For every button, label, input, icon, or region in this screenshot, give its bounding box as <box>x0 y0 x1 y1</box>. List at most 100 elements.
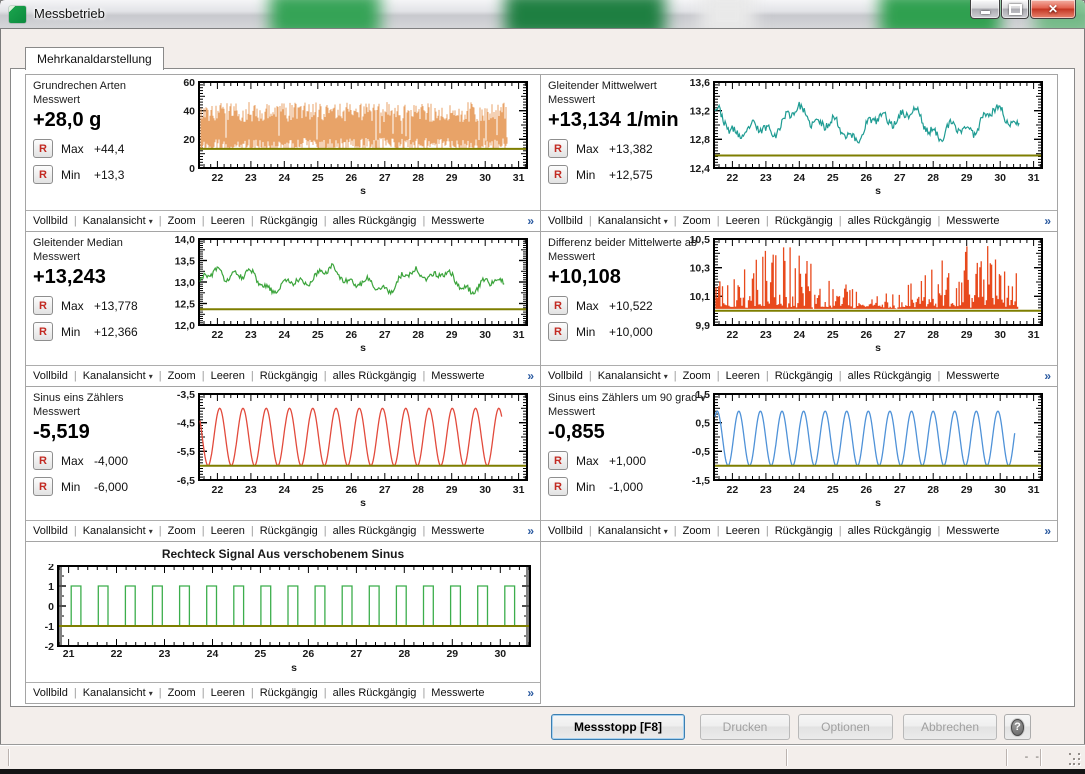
reset-min-button[interactable]: R <box>33 477 53 496</box>
toolbar-leeren[interactable]: Leeren <box>210 215 245 227</box>
toolbar-rueckgaengig[interactable]: Rückgängig <box>774 370 833 382</box>
toolbar-alles-rueckgaengig[interactable]: alles Rückgängig <box>847 215 932 227</box>
toolbar-alles-rueckgaengig[interactable]: alles Rückgängig <box>847 525 932 537</box>
signal-chart[interactable]: 22 23 24 25 26 27 28 29 30 31 -1,5 -0,5 0,5 1,5 s <box>682 390 1050 520</box>
toolbar-leeren[interactable]: Leeren <box>725 525 760 537</box>
toolbar-kanalansicht[interactable]: Kanalansicht ▾ <box>82 525 153 537</box>
signal-chart[interactable]: 22 23 24 25 26 27 28 29 30 31 0 20 40 60 s <box>167 78 535 208</box>
toolbar-messwerte[interactable]: Messwerte <box>431 687 485 699</box>
toolbar-vollbild[interactable]: Vollbild <box>33 370 68 382</box>
svg-text:12,4: 12,4 <box>690 163 711 175</box>
toolbar-messwerte[interactable]: Messwerte <box>946 370 1000 382</box>
toolbar-messwerte[interactable]: Messwerte <box>431 215 485 227</box>
toolbar-alles-rueckgaengig[interactable]: alles Rückgängig <box>332 525 417 537</box>
drucken-button[interactable]: Drucken <box>700 714 790 740</box>
toolbar-overflow-chevron[interactable]: » <box>527 214 534 228</box>
resize-grip-icon[interactable] <box>1069 753 1081 765</box>
toolbar-rueckgaengig[interactable]: Rückgängig <box>259 370 318 382</box>
toolbar-zoom[interactable]: Zoom <box>682 525 711 537</box>
toolbar-vollbild[interactable]: Vollbild <box>33 525 68 537</box>
toolbar-zoom[interactable]: Zoom <box>167 215 196 227</box>
toolbar-vollbild[interactable]: Vollbild <box>33 687 68 699</box>
toolbar-kanalansicht[interactable]: Kanalansicht ▾ <box>82 370 153 382</box>
svg-text:22: 22 <box>727 484 739 496</box>
reset-min-button[interactable]: R <box>548 477 568 496</box>
toolbar-rueckgaengig[interactable]: Rückgängig <box>259 687 318 699</box>
max-row: R Max +1,000 <box>548 451 713 470</box>
toolbar-zoom[interactable]: Zoom <box>167 525 196 537</box>
tab-mehrkanaldarstellung[interactable]: Mehrkanaldarstellung <box>25 47 164 70</box>
reset-min-button[interactable]: R <box>33 322 53 341</box>
toolbar-rueckgaengig[interactable]: Rückgängig <box>259 525 318 537</box>
toolbar-kanalansicht[interactable]: Kanalansicht ▾ <box>597 525 668 537</box>
reset-max-button[interactable]: R <box>33 139 53 158</box>
optionen-button[interactable]: Optionen <box>798 714 893 740</box>
reset-max-button[interactable]: R <box>548 296 568 315</box>
toolbar-rueckgaengig[interactable]: Rückgängig <box>774 525 833 537</box>
signal-chart[interactable]: 22 23 24 25 26 27 28 29 30 31 9,9 10,1 10,3 10,5 s <box>682 235 1050 365</box>
toolbar-messwerte[interactable]: Messwerte <box>946 215 1000 227</box>
toolbar-overflow-chevron[interactable]: » <box>527 524 534 538</box>
toolbar-separator: | <box>422 370 426 382</box>
signal-chart[interactable]: 22 23 24 25 26 27 28 29 30 31 12,0 12,5 13,0 13,5 14,0… <box>167 235 535 365</box>
signal-chart-rechteck[interactable]: 21 22 23 24 25 26 27 28 29 30 -2 -1 0 1 2 s <box>30 564 536 682</box>
toolbar-alles-rueckgaengig[interactable]: alles Rückgängig <box>847 370 932 382</box>
toolbar-overflow-chevron[interactable]: » <box>1044 214 1051 228</box>
toolbar-zoom[interactable]: Zoom <box>682 370 711 382</box>
reset-min-button[interactable]: R <box>548 165 568 184</box>
toolbar-overflow-chevron[interactable]: » <box>527 686 534 700</box>
close-button[interactable]: ✕ <box>1030 0 1076 19</box>
toolbar-alles-rueckgaengig[interactable]: alles Rückgängig <box>332 370 417 382</box>
toolbar-vollbild[interactable]: Vollbild <box>33 215 68 227</box>
signal-chart[interactable]: 22 23 24 25 26 27 28 29 30 31 12,4 12,8 13,2 13,6 s <box>682 78 1050 208</box>
messstopp-button[interactable]: Messstopp [F8] <box>551 714 685 740</box>
toolbar-alles-rueckgaengig[interactable]: alles Rückgängig <box>332 687 417 699</box>
measurement-panel: Sinus eins Zählers Messwert -5,519 R Max… <box>25 386 541 542</box>
reset-max-button[interactable]: R <box>548 451 568 470</box>
toolbar-kanalansicht[interactable]: Kanalansicht ▾ <box>597 370 668 382</box>
toolbar-kanalansicht[interactable]: Kanalansicht ▾ <box>82 687 153 699</box>
toolbar-leeren[interactable]: Leeren <box>210 370 245 382</box>
toolbar-overflow-chevron[interactable]: » <box>527 369 534 383</box>
reset-max-button[interactable]: R <box>33 451 53 470</box>
toolbar-rueckgaengig[interactable]: Rückgängig <box>259 215 318 227</box>
tab-page: Grundrechen Arten Messwert +28,0 g R Max… <box>10 68 1075 707</box>
svg-text:30: 30 <box>479 172 491 184</box>
min-value: -1,000 <box>609 479 644 494</box>
toolbar-zoom[interactable]: Zoom <box>167 370 196 382</box>
help-button[interactable]: ? <box>1004 714 1031 740</box>
abbrechen-button[interactable]: Abbrechen <box>903 714 997 740</box>
maximize-button[interactable] <box>1001 0 1029 19</box>
svg-text:27: 27 <box>379 329 391 341</box>
toolbar-leeren[interactable]: Leeren <box>210 525 245 537</box>
toolbar-leeren[interactable]: Leeren <box>210 687 245 699</box>
toolbar-vollbild[interactable]: Vollbild <box>548 525 583 537</box>
toolbar-leeren[interactable]: Leeren <box>725 215 760 227</box>
channel-info: Gleitender Median Messwert +13,243 R Max… <box>33 237 198 341</box>
minimize-button[interactable] <box>970 0 1000 19</box>
toolbar-messwerte[interactable]: Messwerte <box>946 525 1000 537</box>
reset-max-button[interactable]: R <box>33 296 53 315</box>
toolbar-zoom[interactable]: Zoom <box>682 215 711 227</box>
toolbar-rueckgaengig[interactable]: Rückgängig <box>774 215 833 227</box>
toolbar-alles-rueckgaengig[interactable]: alles Rückgängig <box>332 215 417 227</box>
toolbar-messwerte[interactable]: Messwerte <box>431 370 485 382</box>
toolbar-separator: | <box>323 525 327 537</box>
max-value: +13,382 <box>609 141 653 156</box>
toolbar-overflow-chevron[interactable]: » <box>1044 369 1051 383</box>
toolbar-vollbild[interactable]: Vollbild <box>548 215 583 227</box>
toolbar-leeren[interactable]: Leeren <box>725 370 760 382</box>
measurement-panel: Sinus eins Zählers um 90 grad v Messwert… <box>540 386 1058 542</box>
reset-min-button[interactable]: R <box>548 322 568 341</box>
toolbar-messwerte[interactable]: Messwerte <box>431 525 485 537</box>
toolbar-kanalansicht[interactable]: Kanalansicht ▾ <box>597 215 668 227</box>
toolbar-separator: | <box>673 370 677 382</box>
reset-max-button[interactable]: R <box>548 139 568 158</box>
toolbar-overflow-chevron[interactable]: » <box>1044 524 1051 538</box>
window-titlebar[interactable]: Messbetrieb <box>0 0 1085 29</box>
toolbar-zoom[interactable]: Zoom <box>167 687 196 699</box>
toolbar-kanalansicht[interactable]: Kanalansicht ▾ <box>82 215 153 227</box>
reset-min-button[interactable]: R <box>33 165 53 184</box>
signal-chart[interactable]: 22 23 24 25 26 27 28 29 30 31 -3,5 -4,5 -5,5 -6,5 s <box>167 390 535 520</box>
toolbar-vollbild[interactable]: Vollbild <box>548 370 583 382</box>
